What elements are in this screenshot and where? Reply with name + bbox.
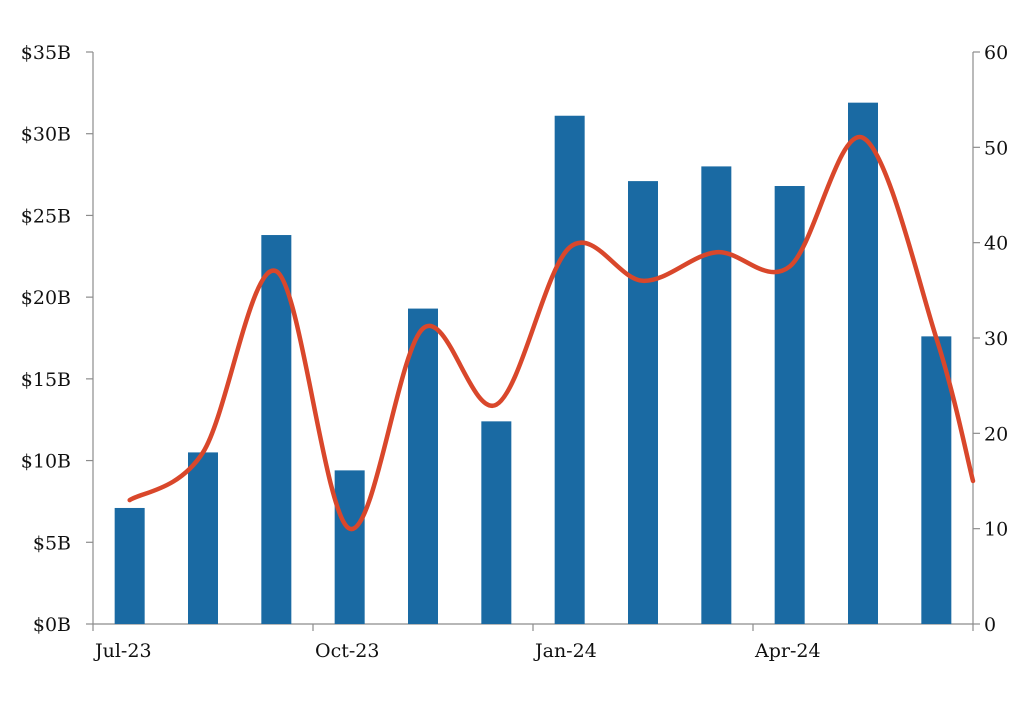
line-group [127,134,976,531]
bar-Mar-24 [701,166,732,624]
bar-Jul-23 [114,507,145,624]
x-tick-label: Apr-24 [754,640,821,662]
bar-Dec-23 [481,421,512,624]
left-y-tick-label: $10B [21,451,71,473]
right-y-tick-label: 60 [984,42,1008,64]
x-tick-label: Oct-23 [315,640,379,662]
bar-Apr-24 [774,186,805,625]
bar-Sep-23 [261,235,292,625]
bar-Aug-23 [188,452,218,624]
line-series-path [127,134,976,531]
right-y-tick-label: 20 [984,423,1008,445]
right-y-tick-label: 10 [984,519,1008,541]
bar-Feb-24 [628,181,658,624]
bar-Oct-23 [334,470,365,624]
bars-group [114,102,952,625]
x-tick-label: Jan-24 [533,640,597,662]
left-y-tick-label: $35B [21,42,71,64]
left-y-tick-label: $5B [33,532,71,554]
left-y-tick-label: $15B [21,369,71,391]
right-y-tick-label: 50 [984,137,1008,159]
bar-Nov-23 [408,308,438,624]
bar-Jun-24 [921,336,952,624]
axes-group [86,51,980,631]
left-y-tick-label: $30B [21,124,71,146]
bar-May-24 [848,102,878,625]
right-y-tick-label: 0 [984,614,996,636]
bar-Jan-24 [554,115,585,624]
x-tick-label: Jul-23 [93,640,152,662]
left-y-tick-label: $25B [21,205,71,227]
right-y-tick-label: 30 [984,328,1008,350]
left-y-tick-label: $0B [33,614,71,636]
left-y-tick-label: $20B [21,287,71,309]
tick-labels-group: $0B $5B $10B $15B $20B $25B $30B $35B 0 10 20 30 40 5… [21,42,1008,662]
right-y-tick-label: 40 [984,233,1008,255]
